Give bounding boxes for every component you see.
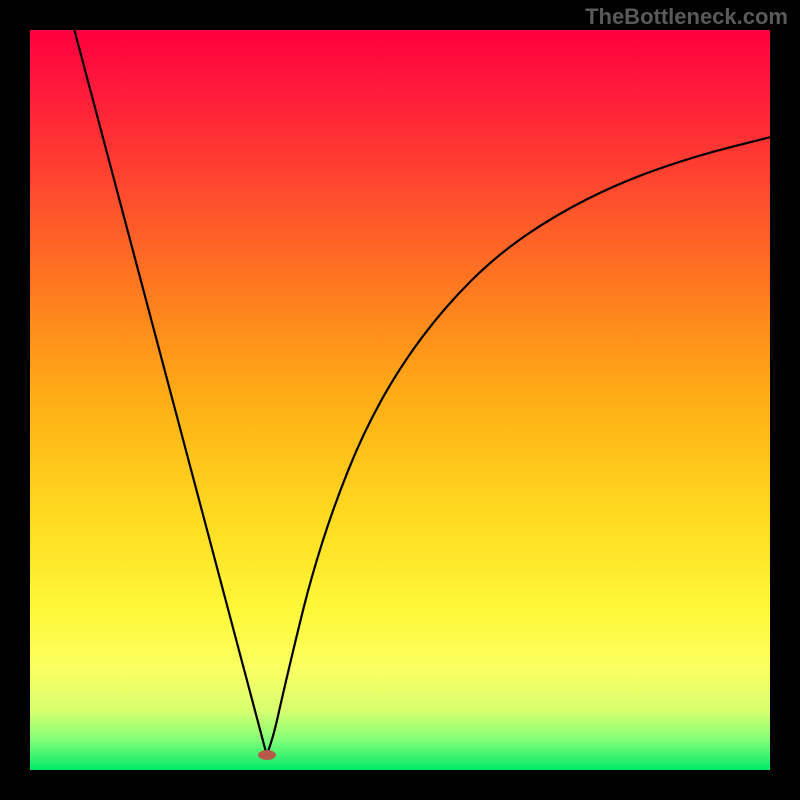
curve-path (74, 30, 770, 755)
plot-area (30, 30, 770, 770)
watermark-text: TheBottleneck.com (585, 4, 788, 30)
minimum-marker (258, 750, 276, 760)
bottleneck-curve (30, 30, 770, 770)
